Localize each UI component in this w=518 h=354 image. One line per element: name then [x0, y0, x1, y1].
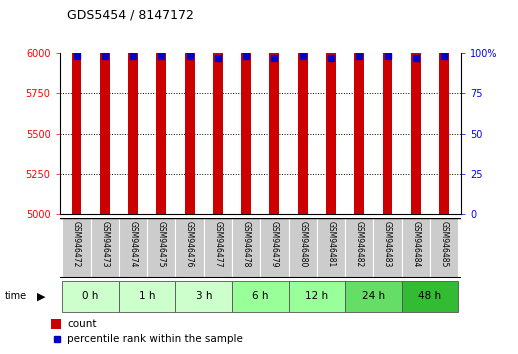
Bar: [213, 0, 223, 214]
Bar: [289, 218, 317, 278]
Bar: [176, 281, 232, 312]
Text: time: time: [5, 291, 27, 302]
Bar: [91, 218, 119, 278]
Bar: [71, 0, 81, 214]
Bar: [232, 281, 289, 312]
Bar: [119, 218, 147, 278]
Text: GSM946478: GSM946478: [242, 221, 251, 267]
Text: GSM946481: GSM946481: [326, 221, 336, 267]
Text: GSM946473: GSM946473: [100, 221, 109, 267]
Bar: [289, 281, 345, 312]
Text: GSM946476: GSM946476: [185, 221, 194, 267]
Bar: [373, 218, 401, 278]
Text: GSM946485: GSM946485: [440, 221, 449, 267]
Bar: [354, 0, 364, 214]
Bar: [232, 218, 261, 278]
Bar: [411, 0, 421, 214]
Bar: [326, 0, 336, 214]
Text: count: count: [67, 319, 97, 329]
Bar: [383, 0, 393, 214]
Text: GSM946479: GSM946479: [270, 221, 279, 267]
Text: percentile rank within the sample: percentile rank within the sample: [67, 333, 243, 344]
Text: 0 h: 0 h: [82, 291, 99, 302]
Text: 48 h: 48 h: [419, 291, 441, 302]
Bar: [261, 218, 289, 278]
Text: 1 h: 1 h: [139, 291, 155, 302]
Bar: [401, 218, 430, 278]
Text: GSM946472: GSM946472: [72, 221, 81, 267]
Text: 3 h: 3 h: [195, 291, 212, 302]
Bar: [204, 218, 232, 278]
Bar: [62, 218, 91, 278]
Text: ▶: ▶: [37, 291, 46, 302]
Bar: [51, 319, 61, 329]
Text: GSM946483: GSM946483: [383, 221, 392, 267]
Bar: [345, 281, 401, 312]
Text: GSM946475: GSM946475: [157, 221, 166, 267]
Bar: [317, 218, 345, 278]
Bar: [345, 218, 373, 278]
Bar: [298, 0, 308, 214]
Bar: [156, 0, 166, 214]
Text: GSM946484: GSM946484: [411, 221, 420, 267]
Bar: [439, 0, 449, 214]
Text: GSM946480: GSM946480: [298, 221, 307, 267]
Bar: [119, 281, 176, 312]
Bar: [401, 281, 458, 312]
Text: GSM946482: GSM946482: [355, 221, 364, 267]
Bar: [62, 281, 119, 312]
Bar: [241, 0, 251, 214]
Text: 6 h: 6 h: [252, 291, 268, 302]
Bar: [176, 218, 204, 278]
Bar: [128, 0, 138, 214]
Bar: [185, 0, 195, 214]
Text: 12 h: 12 h: [305, 291, 328, 302]
Text: 24 h: 24 h: [362, 291, 385, 302]
Text: GSM946474: GSM946474: [128, 221, 138, 267]
Text: GDS5454 / 8147172: GDS5454 / 8147172: [67, 9, 194, 22]
Bar: [100, 0, 110, 214]
Bar: [269, 0, 279, 214]
Text: GSM946477: GSM946477: [213, 221, 222, 267]
Bar: [147, 218, 176, 278]
Bar: [430, 218, 458, 278]
